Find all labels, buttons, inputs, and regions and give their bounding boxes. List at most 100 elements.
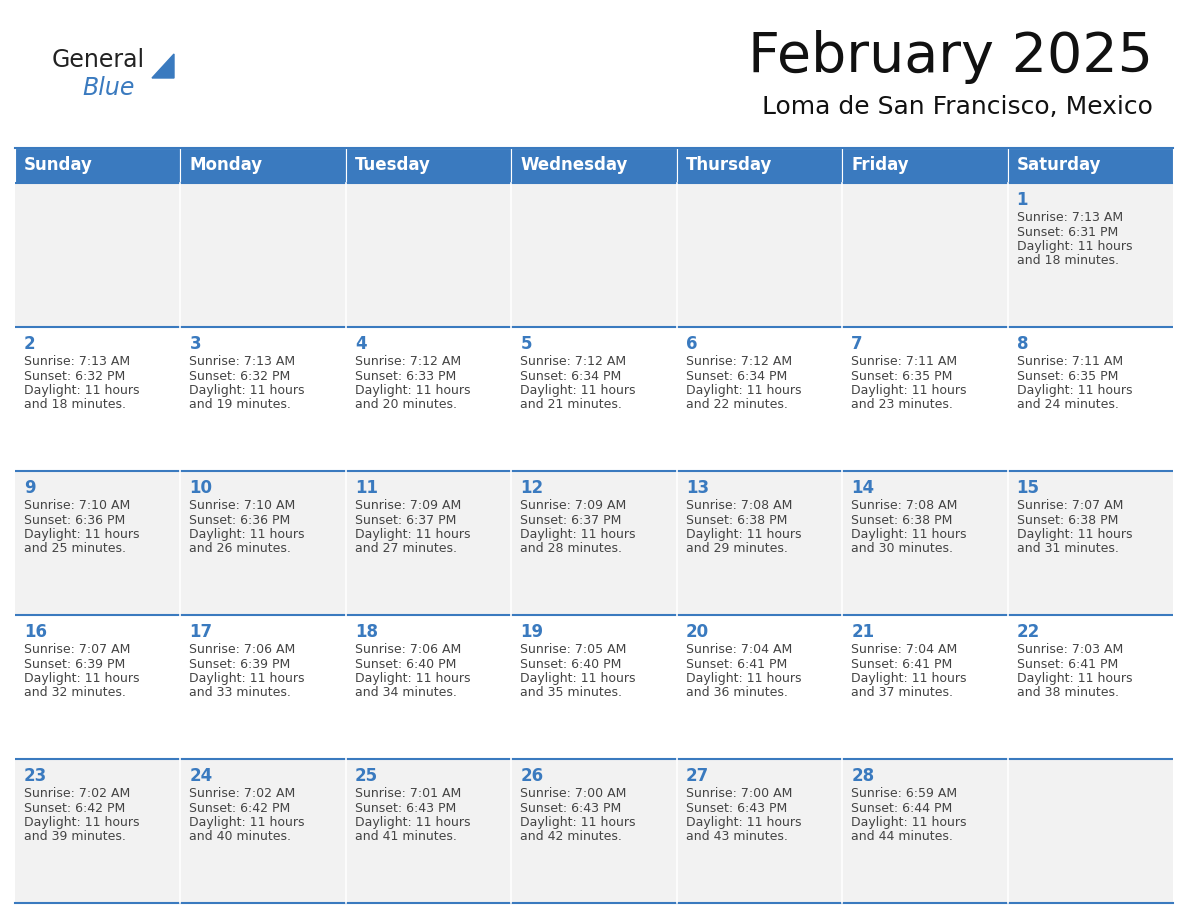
Bar — [677, 148, 842, 183]
Text: Daylight: 11 hours: Daylight: 11 hours — [355, 672, 470, 685]
Bar — [181, 471, 346, 615]
Bar — [181, 327, 346, 471]
Text: Sunrise: 7:08 AM: Sunrise: 7:08 AM — [685, 499, 792, 512]
Bar — [346, 471, 511, 615]
Bar — [346, 615, 511, 759]
Text: and 29 minutes.: and 29 minutes. — [685, 543, 788, 555]
Text: Daylight: 11 hours: Daylight: 11 hours — [1017, 384, 1132, 397]
Text: 8: 8 — [1017, 335, 1028, 353]
Bar — [1007, 759, 1173, 903]
Text: and 23 minutes.: and 23 minutes. — [851, 398, 953, 411]
Text: 17: 17 — [189, 623, 213, 641]
Text: and 33 minutes.: and 33 minutes. — [189, 687, 291, 700]
Text: and 18 minutes.: and 18 minutes. — [24, 398, 126, 411]
Text: Sunrise: 7:08 AM: Sunrise: 7:08 AM — [851, 499, 958, 512]
Text: Sunset: 6:31 PM: Sunset: 6:31 PM — [1017, 226, 1118, 239]
Text: Sunrise: 7:12 AM: Sunrise: 7:12 AM — [355, 355, 461, 368]
Text: and 35 minutes.: and 35 minutes. — [520, 687, 623, 700]
Text: Daylight: 11 hours: Daylight: 11 hours — [189, 816, 305, 829]
Text: Sunrise: 7:13 AM: Sunrise: 7:13 AM — [1017, 211, 1123, 224]
Text: 24: 24 — [189, 767, 213, 785]
Text: and 36 minutes.: and 36 minutes. — [685, 687, 788, 700]
Text: Sunrise: 7:06 AM: Sunrise: 7:06 AM — [189, 643, 296, 656]
Text: Sunset: 6:43 PM: Sunset: 6:43 PM — [685, 801, 786, 814]
Bar — [346, 327, 511, 471]
Text: Sunset: 6:41 PM: Sunset: 6:41 PM — [1017, 657, 1118, 670]
Text: Daylight: 11 hours: Daylight: 11 hours — [685, 816, 801, 829]
Bar — [1007, 615, 1173, 759]
Text: 16: 16 — [24, 623, 48, 641]
Text: Saturday: Saturday — [1017, 156, 1101, 174]
Bar — [677, 471, 842, 615]
Text: Daylight: 11 hours: Daylight: 11 hours — [685, 672, 801, 685]
Text: and 37 minutes.: and 37 minutes. — [851, 687, 953, 700]
Text: Sunrise: 7:05 AM: Sunrise: 7:05 AM — [520, 643, 626, 656]
Bar — [15, 183, 181, 327]
Text: Daylight: 11 hours: Daylight: 11 hours — [851, 816, 967, 829]
Text: Daylight: 11 hours: Daylight: 11 hours — [685, 528, 801, 541]
Text: Daylight: 11 hours: Daylight: 11 hours — [1017, 672, 1132, 685]
Bar — [677, 759, 842, 903]
Text: Daylight: 11 hours: Daylight: 11 hours — [355, 384, 470, 397]
Text: and 42 minutes.: and 42 minutes. — [520, 831, 623, 844]
Text: Daylight: 11 hours: Daylight: 11 hours — [1017, 528, 1132, 541]
Text: and 40 minutes.: and 40 minutes. — [189, 831, 291, 844]
Text: Daylight: 11 hours: Daylight: 11 hours — [520, 816, 636, 829]
Text: Sunset: 6:43 PM: Sunset: 6:43 PM — [355, 801, 456, 814]
Text: Sunrise: 7:04 AM: Sunrise: 7:04 AM — [685, 643, 792, 656]
Bar — [511, 471, 677, 615]
Bar — [511, 327, 677, 471]
Text: Sunset: 6:34 PM: Sunset: 6:34 PM — [685, 370, 786, 383]
Text: Sunset: 6:37 PM: Sunset: 6:37 PM — [355, 513, 456, 527]
Text: Sunset: 6:35 PM: Sunset: 6:35 PM — [1017, 370, 1118, 383]
Bar — [1007, 183, 1173, 327]
Text: Sunrise: 7:00 AM: Sunrise: 7:00 AM — [520, 787, 626, 800]
Bar — [842, 615, 1007, 759]
Text: and 21 minutes.: and 21 minutes. — [520, 398, 623, 411]
Text: Sunrise: 7:02 AM: Sunrise: 7:02 AM — [189, 787, 296, 800]
Text: Sunrise: 7:07 AM: Sunrise: 7:07 AM — [1017, 499, 1123, 512]
Text: 9: 9 — [24, 479, 36, 497]
Text: 7: 7 — [851, 335, 862, 353]
Text: Sunrise: 7:02 AM: Sunrise: 7:02 AM — [24, 787, 131, 800]
Text: Sunset: 6:39 PM: Sunset: 6:39 PM — [24, 657, 125, 670]
Bar — [15, 615, 181, 759]
Text: 28: 28 — [851, 767, 874, 785]
Text: Sunset: 6:35 PM: Sunset: 6:35 PM — [851, 370, 953, 383]
Text: Sunset: 6:40 PM: Sunset: 6:40 PM — [355, 657, 456, 670]
Text: Loma de San Francisco, Mexico: Loma de San Francisco, Mexico — [763, 95, 1154, 119]
Text: Wednesday: Wednesday — [520, 156, 627, 174]
Text: and 22 minutes.: and 22 minutes. — [685, 398, 788, 411]
Text: Sunset: 6:43 PM: Sunset: 6:43 PM — [520, 801, 621, 814]
Text: Sunrise: 7:10 AM: Sunrise: 7:10 AM — [24, 499, 131, 512]
Bar — [677, 615, 842, 759]
Text: 27: 27 — [685, 767, 709, 785]
Text: Sunset: 6:40 PM: Sunset: 6:40 PM — [520, 657, 621, 670]
Bar — [511, 148, 677, 183]
Text: and 24 minutes.: and 24 minutes. — [1017, 398, 1118, 411]
Text: Sunset: 6:38 PM: Sunset: 6:38 PM — [685, 513, 788, 527]
Text: 1: 1 — [1017, 191, 1028, 209]
Bar — [346, 183, 511, 327]
Text: and 32 minutes.: and 32 minutes. — [24, 687, 126, 700]
Text: Sunset: 6:32 PM: Sunset: 6:32 PM — [189, 370, 291, 383]
Text: Sunrise: 7:00 AM: Sunrise: 7:00 AM — [685, 787, 792, 800]
Text: Thursday: Thursday — [685, 156, 772, 174]
Bar — [511, 183, 677, 327]
Text: 19: 19 — [520, 623, 543, 641]
Text: Daylight: 11 hours: Daylight: 11 hours — [24, 528, 139, 541]
Text: Daylight: 11 hours: Daylight: 11 hours — [355, 528, 470, 541]
Text: Daylight: 11 hours: Daylight: 11 hours — [189, 672, 305, 685]
Text: Sunset: 6:41 PM: Sunset: 6:41 PM — [851, 657, 953, 670]
Text: 3: 3 — [189, 335, 201, 353]
Bar — [1007, 148, 1173, 183]
Text: 4: 4 — [355, 335, 366, 353]
Text: Friday: Friday — [851, 156, 909, 174]
Text: Sunrise: 7:09 AM: Sunrise: 7:09 AM — [355, 499, 461, 512]
Text: and 30 minutes.: and 30 minutes. — [851, 543, 953, 555]
Bar — [842, 759, 1007, 903]
Text: Sunset: 6:33 PM: Sunset: 6:33 PM — [355, 370, 456, 383]
Text: Sunrise: 7:09 AM: Sunrise: 7:09 AM — [520, 499, 626, 512]
Text: and 38 minutes.: and 38 minutes. — [1017, 687, 1119, 700]
Text: and 41 minutes.: and 41 minutes. — [355, 831, 456, 844]
